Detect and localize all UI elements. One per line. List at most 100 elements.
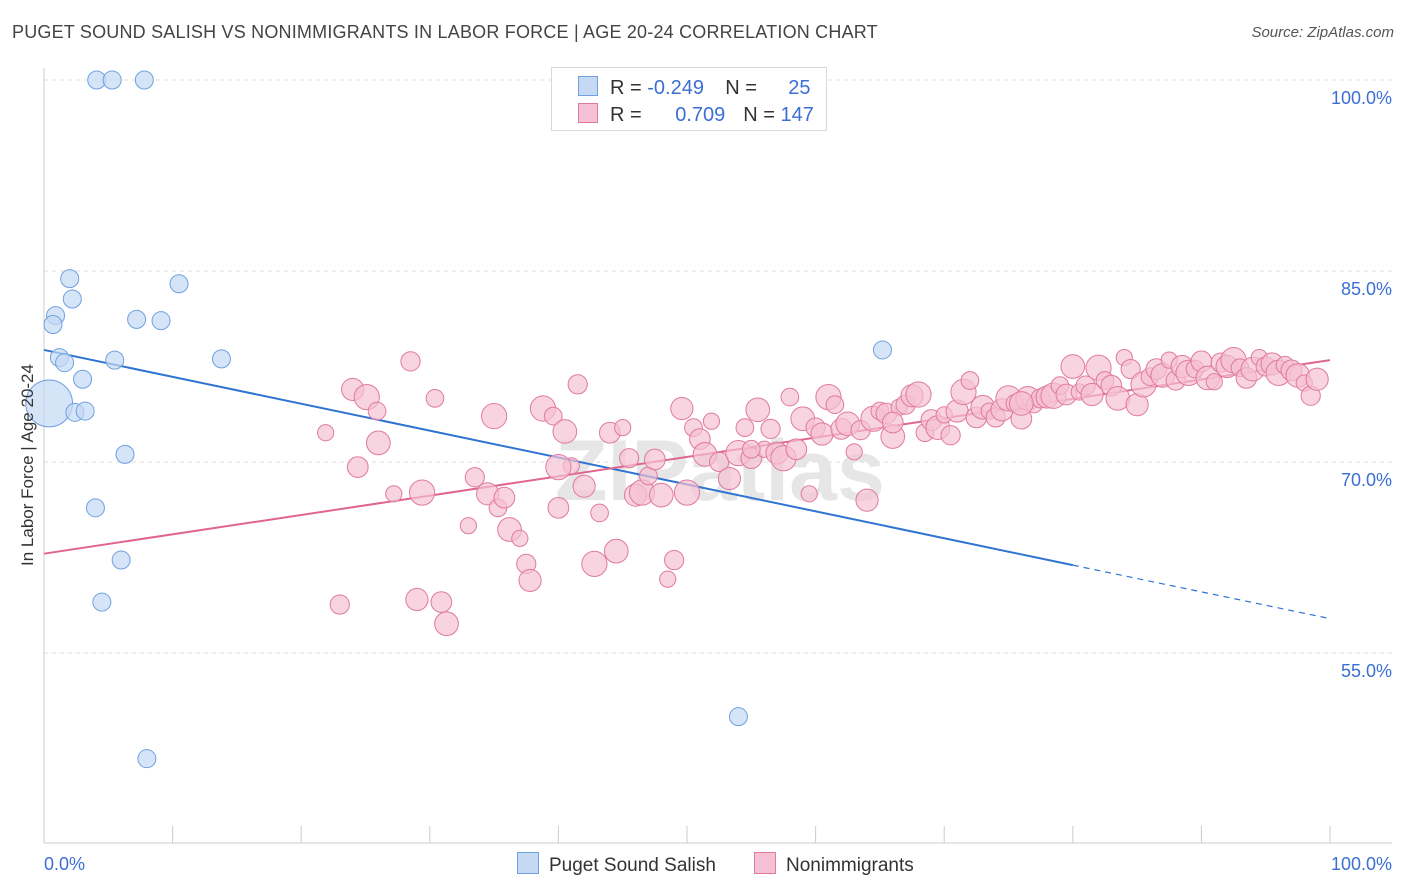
tick-labels: 55.0% 70.0% 85.0% 100.0% 0.0% 100.0%	[44, 88, 1392, 874]
bottom-legend-label-puget: Puget Sound Salish	[549, 855, 716, 876]
y-tick-label: 85.0%	[1341, 279, 1392, 299]
point-nonimmigrants	[1060, 354, 1086, 379]
grid-lines	[44, 79, 1392, 654]
legend-row-nonimmigrants: R = 0.709 N = 147	[578, 103, 815, 127]
point-nonimmigrants	[481, 403, 508, 430]
point-nonimmigrants	[511, 529, 529, 548]
point-nonimmigrants	[855, 488, 879, 512]
axes	[43, 68, 1392, 844]
legend-r-label: R =	[610, 104, 648, 126]
legend-r-value-nonimmigrants: 0.709	[675, 104, 726, 126]
legend-r-label: R =	[610, 77, 648, 99]
point-nonimmigrants	[670, 396, 694, 421]
y-tick-label: 70.0%	[1341, 470, 1392, 490]
point-puget-sound-salish	[134, 70, 154, 90]
point-puget-sound-salish	[111, 550, 131, 570]
point-nonimmigrants	[405, 587, 429, 612]
point-nonimmigrants	[430, 591, 453, 613]
legend-r-value-puget: -0.249	[647, 77, 704, 99]
point-nonimmigrants	[1305, 367, 1329, 391]
point-nonimmigrants	[709, 451, 730, 473]
x-tick-label: 100.0%	[1331, 854, 1392, 874]
point-nonimmigrants	[960, 371, 980, 390]
point-nonimmigrants	[741, 439, 761, 459]
point-puget-sound-salish	[43, 314, 63, 334]
chart-title: PUGET SOUND SALISH VS NONIMMIGRANTS IN L…	[12, 22, 878, 42]
point-nonimmigrants	[547, 496, 570, 519]
point-puget-sound-salish	[728, 707, 748, 727]
point-puget-sound-salish	[102, 70, 122, 90]
point-nonimmigrants	[760, 418, 781, 439]
point-nonimmigrants	[590, 503, 609, 523]
legend-swatch-puget	[578, 76, 598, 96]
bottom-legend-puget[interactable]: Puget Sound Salish	[517, 852, 716, 877]
point-nonimmigrants	[581, 550, 608, 577]
point-puget-sound-salish	[55, 353, 75, 373]
point-nonimmigrants	[619, 448, 640, 469]
point-nonimmigrants	[664, 549, 685, 571]
legend-n-label: N =	[725, 77, 763, 99]
point-puget-sound-salish	[211, 349, 231, 369]
point-nonimmigrants	[603, 538, 629, 564]
point-puget-sound-salish	[105, 350, 125, 370]
point-nonimmigrants	[434, 611, 459, 637]
point-nonimmigrants	[400, 351, 421, 372]
point-nonimmigrants	[673, 479, 701, 506]
point-nonimmigrants	[845, 443, 863, 461]
y-tick-label: 55.0%	[1341, 661, 1392, 681]
data-points	[25, 70, 1329, 769]
point-nonimmigrants	[644, 448, 666, 471]
point-nonimmigrants	[940, 425, 961, 446]
point-nonimmigrants	[464, 467, 485, 488]
legend-swatch-nonimmigrants	[578, 103, 598, 123]
x-tick-label: 0.0%	[44, 854, 85, 874]
correlation-legend: R = -0.249 N = 25 R = 0.709 N = 147	[551, 67, 827, 131]
point-puget-sound-salish	[60, 269, 80, 289]
point-nonimmigrants	[425, 388, 445, 408]
y-tick-label: 100.0%	[1331, 88, 1392, 108]
point-puget-sound-salish	[169, 274, 189, 294]
point-puget-sound-salish	[127, 309, 147, 329]
point-nonimmigrants	[567, 374, 588, 395]
point-puget-sound-salish	[137, 749, 157, 769]
point-nonimmigrants	[545, 453, 572, 481]
point-nonimmigrants	[1080, 382, 1104, 407]
point-nonimmigrants	[800, 485, 818, 503]
point-nonimmigrants	[572, 474, 596, 498]
bottom-legend-label-nonimmigrants: Nonimmigrants	[786, 855, 914, 876]
point-nonimmigrants	[825, 395, 845, 415]
point-puget-sound-salish	[75, 401, 95, 421]
point-puget-sound-salish	[62, 289, 82, 309]
point-nonimmigrants	[329, 594, 350, 615]
bottom-legend-swatch-puget	[517, 852, 539, 874]
point-puget-sound-salish	[115, 444, 135, 464]
point-nonimmigrants	[543, 406, 563, 426]
point-puget-sound-salish	[92, 592, 112, 612]
point-nonimmigrants	[745, 397, 771, 423]
trend-line-puget-extrapolated	[1072, 564, 1331, 620]
point-nonimmigrants	[735, 418, 755, 437]
y-axis-label: In Labor Force | Age 20-24	[18, 364, 37, 566]
legend-n-value-puget: 25	[788, 77, 811, 99]
bottom-legend-nonimmigrants[interactable]: Nonimmigrants	[754, 852, 914, 877]
point-nonimmigrants	[346, 456, 369, 478]
point-nonimmigrants	[317, 424, 335, 442]
point-puget-sound-salish	[85, 498, 105, 518]
point-nonimmigrants	[518, 568, 542, 593]
point-nonimmigrants	[385, 485, 403, 503]
legend-n-label: N =	[743, 104, 781, 126]
point-nonimmigrants	[366, 430, 391, 456]
point-nonimmigrants	[408, 479, 436, 506]
point-nonimmigrants	[614, 419, 632, 437]
point-nonimmigrants	[648, 482, 674, 508]
legend-n-value-nonimmigrants: 147	[780, 104, 814, 126]
legend-row-puget: R = -0.249 N = 25	[578, 76, 811, 100]
bottom-legend-swatch-nonimmigrants	[754, 852, 776, 874]
point-nonimmigrants	[780, 387, 800, 407]
point-nonimmigrants	[367, 401, 387, 421]
point-nonimmigrants	[881, 411, 904, 434]
point-nonimmigrants	[552, 419, 578, 444]
point-nonimmigrants	[702, 412, 721, 430]
point-nonimmigrants	[810, 422, 834, 446]
point-puget-sound-salish	[151, 311, 171, 331]
